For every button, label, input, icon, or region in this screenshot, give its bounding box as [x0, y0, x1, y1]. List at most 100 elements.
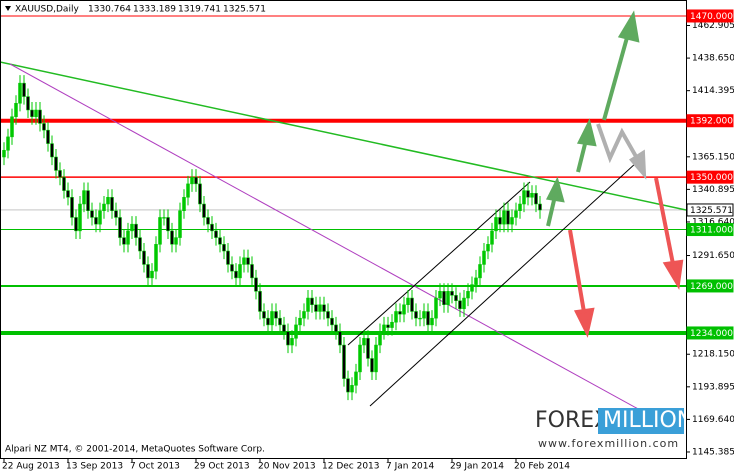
- candle-body: [186, 183, 190, 198]
- y-axis: 1462.905 1438.650 1414.395 1365.150 1340.895…: [686, 9, 734, 457]
- candle-body: [310, 297, 314, 306]
- candle-body: [486, 244, 490, 252]
- candle-body: [422, 311, 426, 319]
- candles: [2, 75, 542, 401]
- y-tick-label: 1340.895: [692, 185, 734, 195]
- candle-body: [458, 300, 462, 310]
- candle-body: [398, 311, 402, 315]
- y-tick-label: 1193.895: [692, 382, 734, 392]
- candle-body: [282, 324, 286, 332]
- candle-body: [190, 176, 194, 185]
- arrow: [546, 195, 557, 227]
- candle-body: [82, 190, 86, 205]
- candle-body: [210, 223, 214, 232]
- candle-body: [226, 250, 230, 265]
- arrow-head: [617, 10, 640, 43]
- candle-body: [386, 324, 390, 328]
- menu-triangle: [5, 6, 11, 11]
- arrow-head: [628, 149, 647, 180]
- level-label-box: [686, 114, 734, 128]
- y-tick-label: 1316.640: [692, 217, 734, 227]
- header-value: 1325.571: [223, 5, 266, 15]
- candle-body: [298, 317, 302, 326]
- level-label-box: [686, 223, 734, 237]
- level-label: 1392.000: [690, 117, 733, 127]
- candle-body: [326, 311, 330, 319]
- arrows: [545, 10, 684, 338]
- candle-body: [278, 317, 282, 326]
- x-tick-label: 20 Nov 2013: [258, 462, 316, 472]
- arrow: [568, 229, 586, 313]
- candle-body: [502, 210, 506, 225]
- candle-body: [366, 338, 370, 359]
- candle-body: [374, 344, 378, 373]
- level-label: 1350.000: [690, 173, 733, 183]
- candle-body: [134, 223, 138, 238]
- candle-body: [274, 311, 278, 319]
- candle-body: [98, 210, 102, 225]
- y-tick-label: 1462.905: [692, 21, 734, 31]
- candle-body: [506, 210, 510, 225]
- candle-body: [330, 317, 334, 326]
- candle-body: [182, 197, 186, 211]
- candle-body: [350, 385, 354, 393]
- candle-body: [258, 291, 262, 312]
- level-label: 1234.000: [690, 329, 733, 339]
- candle-body: [530, 193, 534, 198]
- header-values: 1330.764 1333.189 1319.741 1325.571: [88, 5, 266, 15]
- candle-body: [114, 210, 118, 218]
- candle-body: [434, 297, 438, 319]
- level-label-box: [686, 203, 734, 217]
- level-label-box: [686, 279, 734, 293]
- candle-body: [470, 284, 474, 292]
- header-value: 1330.764: [88, 5, 131, 15]
- candle-body: [410, 297, 414, 312]
- trend-line: [0, 61, 687, 211]
- candle-body: [414, 311, 418, 319]
- y-tick-label: 1145.385: [692, 447, 734, 457]
- candle-body: [50, 143, 54, 158]
- candle-body: [526, 190, 530, 198]
- x-tick-label: 22 Aug 2013: [2, 462, 60, 472]
- candle-body: [58, 170, 62, 178]
- candle-body: [342, 344, 346, 379]
- candle-body: [174, 237, 178, 245]
- y-tick-label: 1291.650: [692, 251, 734, 261]
- candle-body: [178, 210, 182, 238]
- candle-body: [354, 371, 358, 386]
- candle-body: [294, 324, 298, 339]
- candle-body: [26, 96, 30, 111]
- candle-body: [234, 270, 238, 279]
- candle-body: [170, 230, 174, 245]
- candle-body: [10, 116, 14, 138]
- candle-body: [446, 291, 450, 306]
- header-value: 1333.189: [133, 5, 176, 15]
- candle-body: [162, 217, 166, 219]
- candle-body: [246, 257, 250, 265]
- candle-body: [362, 338, 366, 346]
- candle-body: [222, 244, 226, 252]
- candle-body: [370, 358, 374, 373]
- candle-body: [142, 250, 146, 265]
- header-value: 1319.741: [178, 5, 221, 15]
- candle-body: [518, 203, 522, 211]
- level-label: 1325.571: [690, 206, 733, 216]
- candle-body: [130, 223, 134, 232]
- level-label: 1269.000: [690, 282, 733, 292]
- candle-body: [166, 217, 170, 232]
- channel-line: [369, 162, 637, 407]
- symbol-title: XAUUSD,Daily: [15, 5, 79, 15]
- candle-body: [510, 217, 514, 225]
- candle-body: [334, 324, 338, 332]
- candle-body: [438, 291, 442, 299]
- candle-body: [262, 311, 266, 319]
- candle-body: [202, 203, 206, 218]
- candle-body: [74, 217, 78, 232]
- candle-body: [150, 270, 154, 279]
- candle-body: [390, 321, 394, 328]
- arrow: [654, 177, 675, 265]
- candle-body: [18, 82, 22, 104]
- candle-body: [34, 109, 38, 117]
